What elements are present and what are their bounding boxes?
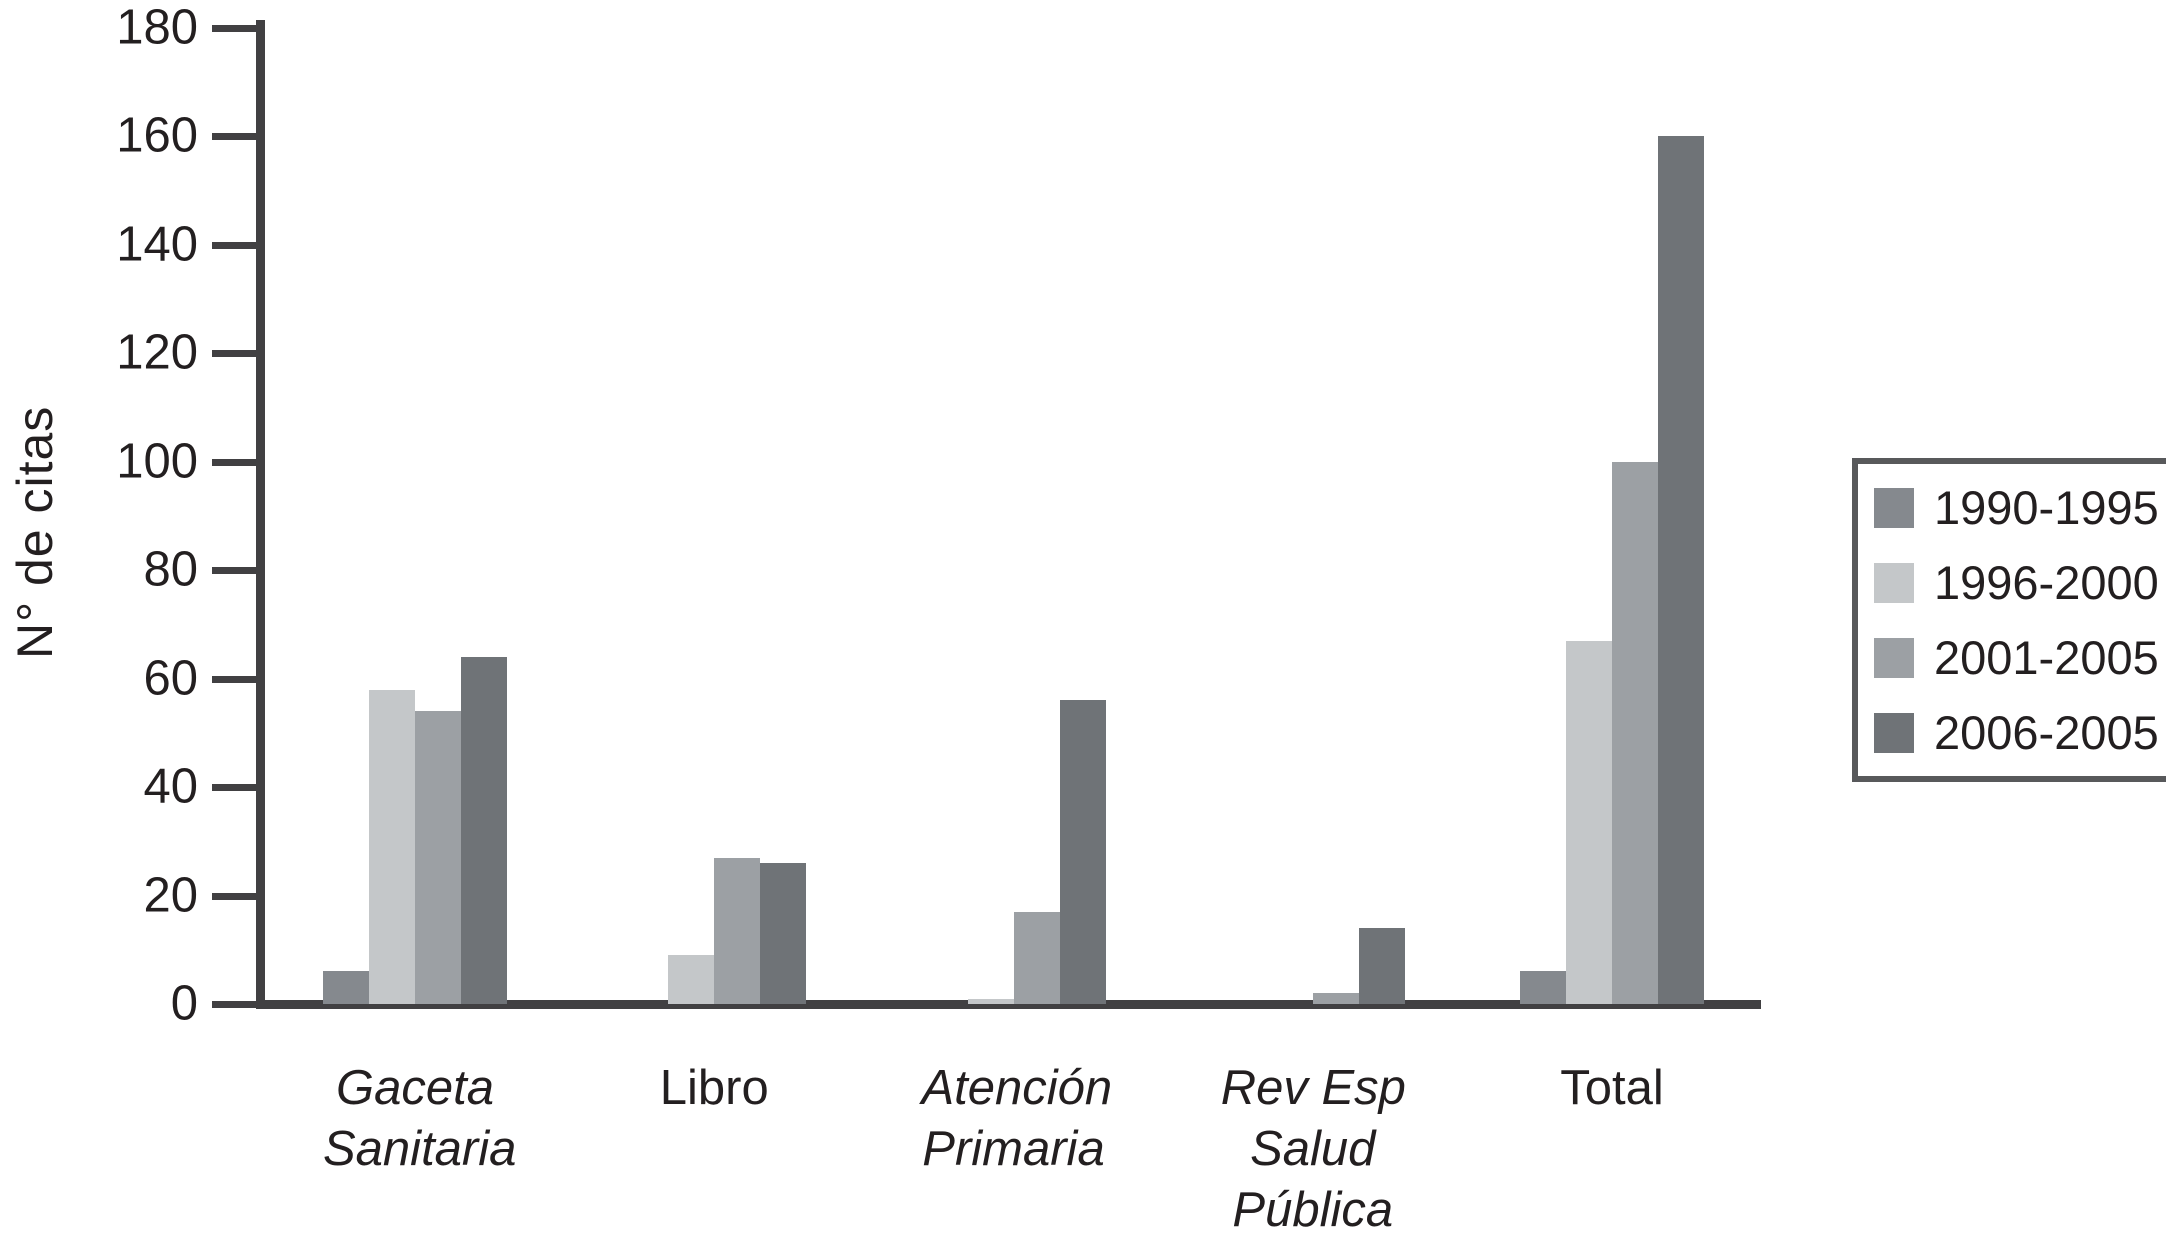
y-tick-mark xyxy=(212,25,258,32)
bar xyxy=(369,690,415,1004)
x-axis-line xyxy=(256,1000,1761,1009)
bar xyxy=(323,971,369,1004)
y-tick-mark xyxy=(212,133,258,141)
legend-label: 2001-2005 xyxy=(1934,631,2159,684)
bar xyxy=(1312,993,1359,1004)
bar xyxy=(714,858,761,1004)
y-tick-label: 20 xyxy=(143,868,198,923)
legend-item: 1996-2000 xyxy=(1874,555,2166,610)
y-tick-label: 80 xyxy=(143,542,198,597)
bar xyxy=(1520,971,1566,1004)
y-tick-label: 140 xyxy=(116,217,198,272)
y-tick-label: 120 xyxy=(116,325,198,380)
bar xyxy=(415,711,461,1004)
y-tick-mark xyxy=(212,458,258,466)
bar xyxy=(1566,641,1612,1004)
bar-group xyxy=(622,858,807,1004)
y-tick-label: 0 xyxy=(170,976,198,1031)
bar-group xyxy=(1221,928,1405,1004)
y-tick-mark xyxy=(212,241,258,249)
y-axis-title: N° de citas xyxy=(7,405,63,659)
bar-group xyxy=(323,657,507,1004)
x-axis-category-label-line: Gaceta xyxy=(336,1061,494,1115)
bar xyxy=(967,999,1014,1004)
bar xyxy=(1612,462,1658,1004)
legend-label: 2006-2005 xyxy=(1934,706,2159,759)
bar xyxy=(1358,928,1405,1004)
legend-swatch xyxy=(1874,487,1914,528)
y-tick-mark xyxy=(212,1001,258,1008)
y-tick-label: 160 xyxy=(116,108,198,163)
x-axis-labels: Gaceta Sanitaria Libro Atención Primaria Rev … xyxy=(323,1058,1704,1241)
x-axis-category-label-line: Salud xyxy=(1250,1122,1376,1176)
bar xyxy=(461,657,507,1004)
x-axis-category-label: Atención Primaria xyxy=(921,1058,1113,1241)
y-axis-line xyxy=(256,20,265,1008)
legend-swatch xyxy=(1874,637,1914,678)
legend-item: 1990-1995 xyxy=(1874,480,2166,535)
y-tick-mark xyxy=(212,350,258,358)
x-axis-category-label-line: Primaria xyxy=(922,1122,1105,1176)
bar xyxy=(1013,912,1060,1004)
y-tick-mark xyxy=(212,567,258,575)
legend-swatch xyxy=(1874,712,1914,753)
x-axis-category-label: Rev Esp Salud Pública xyxy=(1220,1058,1406,1241)
legend-swatch xyxy=(1874,562,1914,603)
y-tick-label: 180 xyxy=(116,0,198,55)
legend-item: 2006-2005 xyxy=(1874,705,2166,760)
y-tick-mark xyxy=(212,675,258,683)
x-axis-category-label-line: Libro xyxy=(659,1061,769,1115)
bar xyxy=(1059,700,1106,1004)
y-tick-label: 40 xyxy=(143,759,198,814)
y-tick-mark xyxy=(212,784,258,792)
x-axis-category-label-line: Pública xyxy=(1232,1183,1394,1237)
legend-label: 1990-1995 xyxy=(1934,481,2159,534)
bar xyxy=(760,863,807,1004)
bar xyxy=(668,955,715,1004)
bar xyxy=(1658,136,1704,1004)
x-axis-category-label: Gaceta Sanitaria xyxy=(323,1058,517,1241)
x-axis-category-label-line: Sanitaria xyxy=(323,1122,517,1176)
x-axis-category-label-line: Atención xyxy=(921,1061,1113,1115)
legend: 1990-1995 1996-2000 2001-2005 2006-2005 xyxy=(1852,458,2166,782)
x-axis-category-label-line: Total xyxy=(1560,1061,1664,1115)
y-tick-mark xyxy=(212,892,258,900)
y-tick-label: 60 xyxy=(143,651,198,706)
legend-label: 1996-2000 xyxy=(1934,556,2159,609)
y-tick-label: 100 xyxy=(116,434,198,489)
bar-group xyxy=(1520,136,1704,1004)
legend-item: 2001-2005 xyxy=(1874,630,2166,685)
x-axis-category-label: Total xyxy=(1520,1058,1704,1241)
x-axis-category-label-line: Rev Esp xyxy=(1220,1061,1406,1115)
plot-area xyxy=(323,136,1704,1004)
bar-group xyxy=(922,700,1106,1004)
x-axis-category-label: Libro xyxy=(622,1058,806,1241)
